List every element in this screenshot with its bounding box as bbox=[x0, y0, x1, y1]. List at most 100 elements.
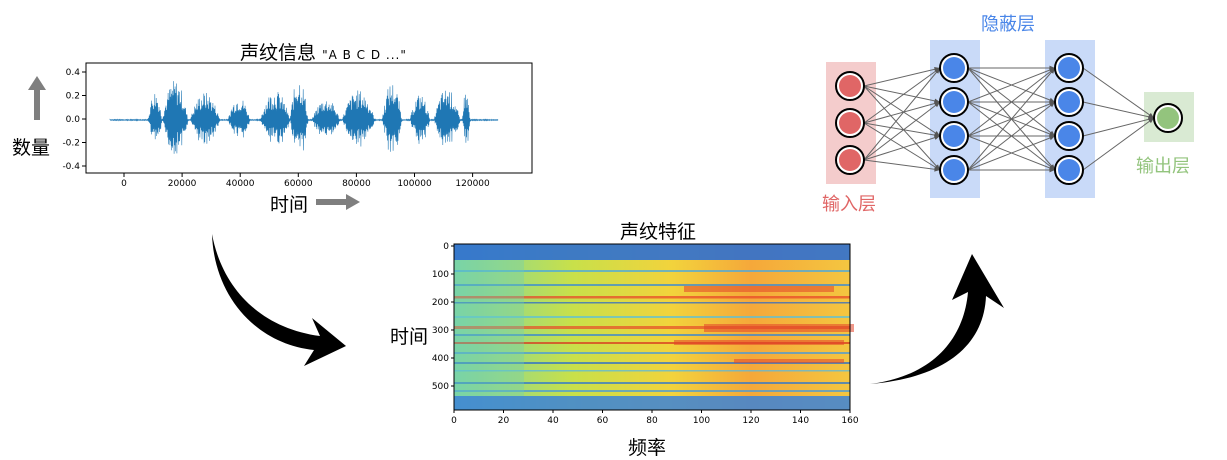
network-edge-arrow bbox=[934, 135, 940, 140]
spectrogram-xtick-label: 20 bbox=[498, 416, 510, 426]
network-edge bbox=[967, 135, 1056, 171]
spectrogram-band bbox=[454, 352, 850, 354]
network-edge bbox=[967, 67, 1056, 137]
network-edge bbox=[863, 135, 941, 161]
curved-arrow-up-icon bbox=[870, 254, 1004, 384]
spectrogram-bands bbox=[454, 244, 854, 410]
network-edge bbox=[863, 67, 941, 124]
spectrogram-xtick-label: 40 bbox=[547, 416, 559, 426]
output-node bbox=[1157, 107, 1179, 129]
network-edge bbox=[863, 67, 941, 87]
network-edge bbox=[863, 67, 941, 161]
network-edge-arrow bbox=[1148, 118, 1154, 124]
waveform-xlabel: 时间 bbox=[270, 194, 309, 216]
waveform-xtick-label: 100000 bbox=[397, 179, 432, 189]
hidden1-node bbox=[943, 125, 965, 147]
spectrogram-xlabel: 频率 bbox=[628, 437, 667, 459]
waveform-ytick-label: 0.2 bbox=[66, 92, 80, 102]
hidden-layer-label: 隐蔽层 bbox=[981, 14, 1035, 35]
spectrogram-band bbox=[454, 370, 850, 372]
network-edge bbox=[1082, 101, 1155, 119]
network-edge bbox=[967, 67, 1056, 103]
network-edge bbox=[863, 122, 941, 171]
spectrogram-band bbox=[454, 244, 850, 260]
spectrogram-band bbox=[684, 286, 834, 292]
network-edge bbox=[863, 159, 941, 171]
spectrogram-band bbox=[454, 396, 850, 410]
network-edge bbox=[863, 122, 941, 137]
network-edge bbox=[967, 101, 1056, 171]
right-arrow-icon bbox=[316, 194, 360, 210]
spectrogram-band bbox=[734, 359, 844, 363]
hidden2-node bbox=[1058, 57, 1080, 79]
waveform-ytick-label: -0.2 bbox=[62, 139, 80, 149]
waveform-xticks: 0 20000 40000 60000 80000 100000 120000 bbox=[121, 173, 490, 189]
spectrogram-ytick-label: 0 bbox=[443, 242, 449, 252]
spectrogram-band bbox=[454, 284, 850, 286]
waveform-yticks: 0.4 0.2 0.0 -0.2 -0.4 bbox=[62, 68, 86, 172]
waveform-ytick-label: 0.0 bbox=[66, 115, 81, 125]
network-edge bbox=[967, 67, 1056, 171]
hidden1-node bbox=[943, 159, 965, 181]
network-edge bbox=[863, 101, 941, 124]
network-edge bbox=[863, 85, 941, 103]
network-edge bbox=[863, 85, 941, 137]
spectrogram-ytick-label: 400 bbox=[432, 354, 449, 364]
spectrogram-xtick-label: 100 bbox=[693, 416, 710, 426]
spectrogram-band bbox=[454, 362, 850, 364]
spectrogram-band bbox=[674, 340, 844, 345]
spectrogram-xtick-label: 160 bbox=[841, 416, 858, 426]
spectrogram-xtick-label: 80 bbox=[646, 416, 658, 426]
waveform-xtick-label: 80000 bbox=[342, 179, 371, 189]
spectrogram-plot: 0 100 200 300 400 500 0 20 40 60 80 100 120 140 160 bbox=[432, 242, 859, 426]
spectrogram-band bbox=[454, 302, 850, 304]
network-edge bbox=[1082, 67, 1155, 119]
spectrogram-band bbox=[704, 324, 854, 332]
spectrogram-band bbox=[454, 390, 850, 392]
network-edge bbox=[863, 85, 941, 171]
waveform-signal bbox=[109, 81, 499, 154]
spectrogram-band bbox=[454, 316, 850, 318]
spectrogram-xtick-label: 60 bbox=[597, 416, 609, 426]
hidden2-node bbox=[1058, 159, 1080, 181]
network-edge-arrow bbox=[934, 166, 940, 172]
waveform-ytick-label: -0.4 bbox=[62, 162, 80, 172]
network-edge-arrow bbox=[934, 68, 940, 74]
waveform-title: 声纹信息 "A B C D ..." bbox=[240, 42, 407, 64]
spectrogram-band bbox=[454, 326, 850, 329]
network-edge bbox=[1082, 117, 1155, 137]
hidden1-node bbox=[943, 57, 965, 79]
neural-network bbox=[826, 40, 1194, 198]
spectrogram-title: 声纹特征 bbox=[620, 221, 697, 243]
spectrogram-ytick-label: 500 bbox=[432, 382, 449, 392]
waveform-ylabel: 数量 bbox=[12, 137, 51, 159]
network-edge-arrow bbox=[1049, 167, 1055, 173]
spectrogram-ylabel: 时间 bbox=[390, 326, 429, 348]
waveform-xtick-label: 40000 bbox=[226, 179, 255, 189]
spectrogram-band bbox=[454, 296, 850, 299]
spectrogram-band bbox=[454, 260, 524, 396]
waveform-subtitle: "A B C D ..." bbox=[322, 48, 407, 62]
spectrogram-xtick-label: 120 bbox=[742, 416, 759, 426]
waveform-xtick-label: 20000 bbox=[168, 179, 197, 189]
network-edge-arrow bbox=[934, 102, 940, 108]
network-edge-arrow bbox=[1049, 68, 1055, 74]
hidden1-node bbox=[943, 91, 965, 113]
spectrogram-xtick-label: 0 bbox=[451, 416, 457, 426]
input-layer-label: 输入层 bbox=[822, 194, 876, 215]
input-node bbox=[839, 75, 861, 97]
waveform-xtick-label: 0 bbox=[121, 179, 127, 189]
spectrogram-xtick-label: 140 bbox=[792, 416, 809, 426]
network-edge-arrow bbox=[1049, 135, 1055, 141]
waveform-ytick-label: 0.4 bbox=[66, 68, 81, 78]
spectrogram-band bbox=[454, 270, 850, 272]
spectrogram-band bbox=[454, 382, 850, 384]
network-edge bbox=[863, 101, 941, 161]
input-node bbox=[839, 149, 861, 171]
input-node bbox=[839, 112, 861, 134]
hidden2-node bbox=[1058, 125, 1080, 147]
spectrogram-ytick-label: 200 bbox=[432, 298, 449, 308]
spectrogram-yticks: 0 100 200 300 400 500 bbox=[432, 242, 454, 392]
waveform-plot: 0.4 0.2 0.0 -0.2 -0.4 0 20000 40000 60000 80000 1… bbox=[62, 62, 533, 189]
up-arrow-icon bbox=[28, 76, 46, 120]
